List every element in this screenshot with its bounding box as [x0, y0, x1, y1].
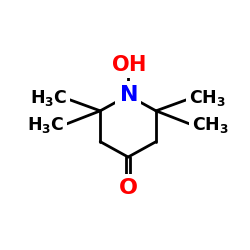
Text: $\mathbf{H_3C}$: $\mathbf{H_3C}$ [30, 88, 68, 108]
Text: H  C: H C [28, 89, 68, 107]
Text: $\mathbf{CH_3}$: $\mathbf{CH_3}$ [192, 115, 228, 135]
Text: CH: CH [189, 89, 228, 107]
Text: $\mathbf{O}$: $\mathbf{O}$ [118, 178, 138, 198]
Text: H  C: H C [25, 116, 64, 134]
Text: $\mathbf{N}$: $\mathbf{N}$ [119, 86, 138, 105]
Text: $\mathbf{CH_3}$: $\mathbf{CH_3}$ [189, 88, 226, 108]
Text: $\mathbf{OH}$: $\mathbf{OH}$ [110, 55, 146, 75]
Text: $\mathbf{H_3C}$: $\mathbf{H_3C}$ [27, 115, 64, 135]
Text: CH: CH [192, 116, 231, 134]
